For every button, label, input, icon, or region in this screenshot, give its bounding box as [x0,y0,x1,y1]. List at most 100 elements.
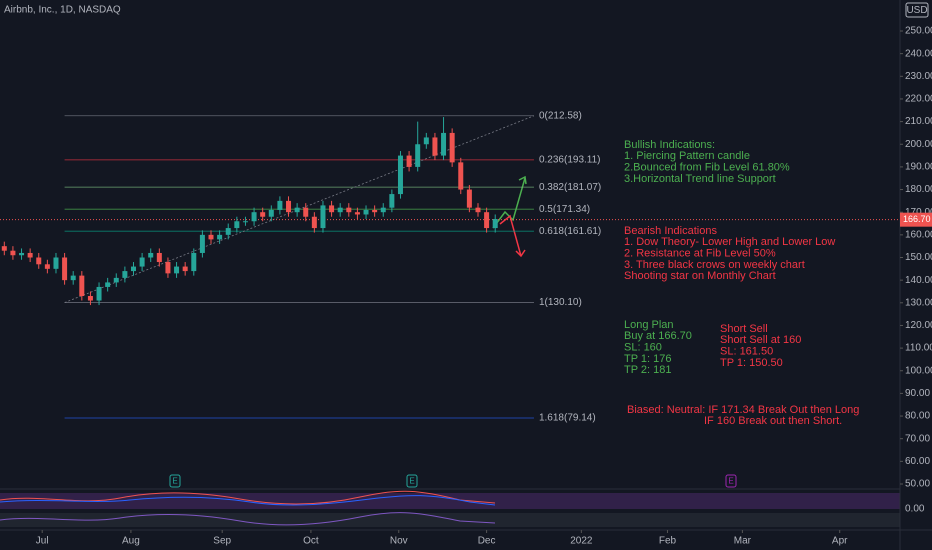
y-tick-label: 70.00 [905,433,930,444]
candle-body [242,221,248,223]
candle-body [53,257,59,269]
candle-body [122,271,128,278]
candle-body [10,250,16,256]
x-tick-label: Jul [36,536,49,547]
fib-label: 0.5(171.34) [539,204,590,215]
y-tick-label: 160.00 [905,229,932,240]
indicator-band [0,513,900,527]
fib-label: 1.618(79.14) [539,413,596,424]
annotation-short-sell: Short Sell [720,323,768,335]
y-tick-label: 120.00 [905,320,932,331]
candle-body [389,194,395,208]
y-tick-label: 90.00 [905,388,930,399]
candle-body [44,264,50,269]
earnings-label: E [409,477,414,486]
y-tick-label: 170.00 [905,207,932,218]
fib-label: 0(212.58) [539,110,582,121]
y-tick-label: 210.00 [905,116,932,127]
candle-body [329,205,335,213]
x-tick-label: Apr [832,536,848,547]
candle-body [458,162,464,190]
candle-body [70,275,76,281]
candle-body [27,252,33,258]
candle-body [148,252,154,258]
candle-body [182,266,188,272]
candle-body [191,252,197,272]
earnings-label: E [728,477,733,486]
candle-body [363,209,369,215]
y-tick-label: 250.00 [905,26,932,37]
candle-body [303,207,309,217]
annotation-bullish: 1. Piercing Pattern candle [624,150,750,162]
currency-label: USD [906,5,927,16]
candle-body [113,277,119,283]
candle-body [354,212,360,215]
earnings-icon [725,474,737,488]
annotation-bearish: 1. Dow Theory- Lower High and Lower Low [624,236,835,248]
candle-body [251,212,257,222]
annotation-short-sell: Short Sell at 160 [720,334,801,346]
candle-body [484,212,490,229]
earnings-icon [169,474,181,488]
annotation-bearish: Shooting star on Monthly Chart [624,270,776,282]
y-tick-label: 110.00 [905,343,932,354]
candle-body [406,155,412,167]
x-tick-label: Feb [659,536,677,547]
indicator-axis-label: 0.00 [905,504,925,515]
x-tick-label: Aug [122,536,140,547]
candle-body [234,221,240,229]
candle-body [87,296,93,301]
x-tick-label: 2022 [570,536,593,547]
candle-body [199,234,205,253]
x-tick-label: Oct [303,536,319,547]
y-tick-label: 140.00 [905,275,932,286]
candle-body [1,246,7,251]
candle-body [294,207,300,213]
candle-body [311,216,317,229]
annotation-biased: IF 160 Break out then Short. [704,415,842,427]
arrow-head [518,175,527,185]
candle-body [96,286,102,301]
candle-body [415,144,421,167]
y-tick-label: 220.00 [905,94,932,105]
annotation-bullish: 3.Horizontal Trend line Support [624,173,776,185]
candle-body [105,282,111,287]
annotation-bullish: Bullish Indications: [624,139,715,151]
candle-body [62,257,68,281]
annotation-bearish: Bearish Indications [624,225,717,237]
candle-body [286,200,292,213]
fib-label: 1(130.10) [539,297,582,308]
y-tick-label: 60.00 [905,456,930,467]
y-tick-label: 100.00 [905,365,932,376]
x-tick-label: Nov [390,536,408,547]
currency-box [905,2,929,18]
candle-body [441,132,447,156]
last-price-box [900,212,932,227]
last-price-label: 166.70 [903,214,931,224]
candle-body [320,205,326,229]
candle-body [449,132,455,163]
annotation-bearish: 2. Resistance at Fib Level 50% [624,248,776,260]
candle-body [79,275,85,297]
candle-body [36,257,42,265]
annotation-long-plan: SL: 160 [624,342,662,354]
annotation-short-sell: SL: 161.50 [720,346,773,358]
candle-body [466,189,472,208]
candle-body [337,207,343,213]
candle-body [260,212,266,217]
indicator-line [0,495,496,506]
x-tick-label: Mar [734,536,752,547]
candle-body [174,266,180,274]
y-tick-label: 200.00 [905,139,932,150]
candle-body [139,257,145,267]
annotation-long-plan: TP 1: 176 [624,353,672,365]
candle-body [492,218,498,229]
candle-body [380,207,386,213]
candle-body [165,262,171,274]
candle-body [156,252,162,263]
candle-body [225,228,231,235]
annotation-long-plan: TP 2: 181 [624,364,672,376]
candle-body [346,207,352,213]
y-tick-label: 150.00 [905,252,932,263]
